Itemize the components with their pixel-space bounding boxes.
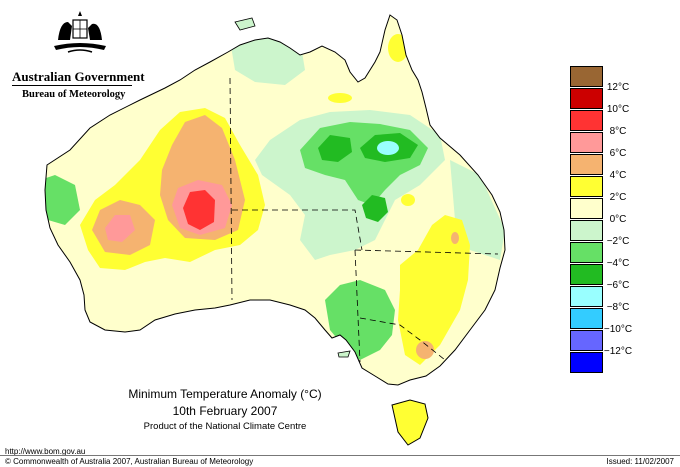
bureau-title: Bureau of Meteorology [22, 89, 126, 100]
legend-swatch [570, 110, 603, 131]
legend-label: −12°C [603, 346, 633, 357]
anomaly-zone-m6 [318, 135, 352, 162]
anomaly-zone-m2 [230, 35, 305, 85]
issued-date: Issued: 11/02/2007 [606, 457, 674, 466]
legend-swatch [570, 66, 603, 87]
government-title: Australian Government [12, 69, 145, 84]
legend-label: −6°C [606, 280, 630, 291]
anomaly-zone-2 [328, 93, 352, 103]
legend-label: 12°C [606, 82, 630, 93]
tasmania [391, 399, 429, 446]
legend-label: −4°C [606, 258, 630, 269]
legend-swatch [570, 330, 603, 351]
legend-label: −2°C [606, 236, 630, 247]
legend-label: 0°C [609, 214, 627, 225]
state-border [232, 209, 363, 251]
anomaly-zone-4 [416, 341, 434, 359]
anomaly-zone-m6 [362, 195, 388, 222]
legend-swatch [570, 308, 603, 329]
anomaly-zone-4 [451, 232, 459, 244]
coat-of-arms-icon [54, 11, 106, 53]
legend-label: −8°C [606, 302, 630, 313]
anomaly-zone-8 [183, 190, 215, 230]
anomaly-zone-2 [398, 215, 470, 365]
government-logo: Australian Government Bureau of Meteorol… [10, 10, 145, 100]
state-border [359, 317, 446, 361]
state-border [354, 249, 499, 255]
legend-label: 10°C [606, 104, 630, 115]
state-border [229, 77, 233, 301]
legend-swatch [570, 154, 603, 175]
map-caption: Minimum Temperature Anomaly (°C) 10th Fe… [90, 386, 360, 434]
map-date: 10th February 2007 [172, 404, 278, 418]
anomaly-zone-m4 [45, 175, 80, 225]
legend-label: −10°C [603, 324, 633, 335]
anomaly-zone-m8 [377, 141, 399, 155]
legend-label: 8°C [609, 126, 627, 137]
anomaly-zone-0 [145, 272, 155, 280]
color-legend: 12°C 10°C 8°C 6°C 4°C 2°C 0°C −2°C −4°C −6°C −8°C −… [567, 66, 677, 386]
product-credit: Product of the National Climate Centre [143, 421, 307, 432]
legend-label: 2°C [609, 192, 627, 203]
map-title: Minimum Temperature Anomaly (°C) [128, 387, 322, 401]
copyright-notice: © Commonwealth of Australia 2007, Austra… [5, 457, 254, 466]
legend-swatch [570, 132, 603, 153]
legend-swatch [570, 220, 603, 241]
legend-swatch [570, 352, 603, 373]
website-link[interactable]: http://www.bom.gov.au [5, 447, 86, 456]
legend-label: 4°C [609, 170, 627, 181]
legend-swatch [570, 176, 603, 197]
legend-label: 6°C [609, 148, 627, 159]
legend-swatch [570, 264, 603, 285]
state-border [354, 249, 361, 363]
logo-divider [12, 85, 132, 86]
footer-divider [0, 455, 680, 456]
legend-swatch [570, 286, 603, 307]
melville-island [234, 17, 256, 31]
anomaly-zone-6 [105, 215, 135, 242]
kangaroo-island [337, 350, 351, 358]
legend-swatch [570, 242, 603, 263]
legend-swatch [570, 198, 603, 219]
anomaly-zone-2 [401, 194, 415, 206]
legend-swatch [570, 88, 603, 109]
coastline [44, 14, 506, 386]
